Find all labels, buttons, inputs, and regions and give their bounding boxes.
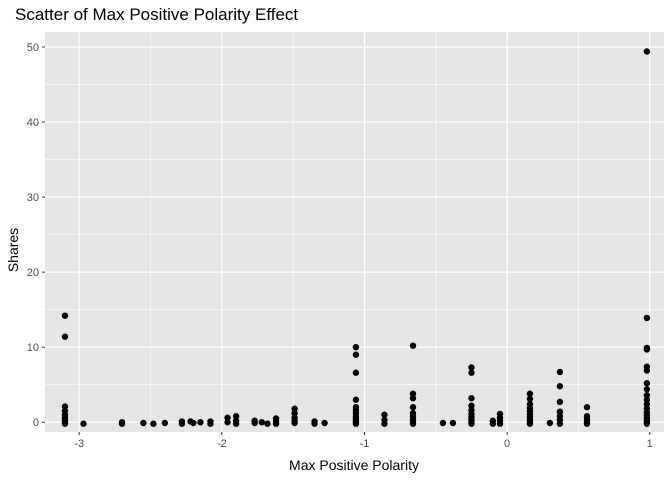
plot-panel bbox=[45, 32, 664, 432]
data-point bbox=[352, 420, 360, 427]
y-tick-label: 50 bbox=[27, 42, 39, 54]
data-point bbox=[251, 419, 258, 427]
data-point bbox=[526, 390, 534, 397]
data-point bbox=[643, 314, 651, 322]
data-point bbox=[556, 398, 564, 406]
data-point bbox=[643, 420, 651, 427]
data-point bbox=[546, 419, 554, 427]
data-point bbox=[197, 419, 204, 426]
data-point bbox=[80, 420, 87, 427]
data-point bbox=[643, 401, 651, 408]
data-point bbox=[118, 420, 126, 427]
data-point bbox=[643, 392, 651, 399]
data-point bbox=[352, 369, 360, 376]
x-tick-label: -1 bbox=[360, 438, 370, 450]
data-point bbox=[61, 403, 69, 410]
data-point bbox=[352, 396, 360, 403]
minor-gridlines bbox=[45, 32, 664, 432]
y-tick-label: 40 bbox=[27, 117, 39, 129]
data-point bbox=[409, 420, 417, 427]
data-point bbox=[643, 346, 651, 353]
data-point bbox=[526, 395, 534, 403]
data-point bbox=[321, 419, 328, 427]
data-point bbox=[496, 420, 504, 427]
data-point bbox=[449, 419, 457, 427]
data-point bbox=[224, 414, 231, 421]
data-point bbox=[468, 369, 475, 376]
data-point bbox=[643, 367, 651, 374]
data-point bbox=[556, 383, 564, 390]
data-point bbox=[61, 333, 69, 340]
chart-title: Scatter of Max Positive Polarity Effect bbox=[15, 5, 298, 24]
data-point bbox=[61, 312, 69, 319]
data-point bbox=[409, 342, 417, 349]
data-point bbox=[150, 420, 157, 427]
data-point bbox=[352, 351, 360, 358]
x-tick-label: 1 bbox=[647, 438, 653, 450]
data-point bbox=[190, 419, 197, 427]
data-point bbox=[61, 420, 69, 427]
data-point bbox=[140, 419, 147, 427]
x-axis-ticks: -3 -2 -1 0 1 bbox=[74, 432, 653, 450]
data-point bbox=[583, 420, 591, 427]
data-point bbox=[352, 343, 360, 351]
data-point bbox=[643, 386, 651, 393]
x-tick-label: 0 bbox=[504, 438, 510, 450]
y-axis-ticks: 0 10 20 30 40 50 bbox=[27, 42, 45, 429]
data-points bbox=[61, 48, 651, 427]
x-axis-title: Max Positive Polarity bbox=[289, 457, 419, 473]
data-point bbox=[232, 420, 240, 427]
data-point bbox=[291, 419, 298, 427]
data-point bbox=[643, 48, 651, 55]
data-point bbox=[583, 404, 591, 411]
data-point bbox=[264, 420, 271, 427]
x-tick-label: -2 bbox=[217, 438, 227, 450]
data-point bbox=[556, 420, 564, 427]
y-axis-title: Shares bbox=[5, 228, 21, 272]
data-point bbox=[291, 410, 298, 417]
data-point bbox=[381, 420, 388, 427]
data-point bbox=[258, 419, 265, 426]
data-point bbox=[468, 420, 475, 427]
data-point bbox=[439, 419, 447, 427]
data-point bbox=[643, 396, 651, 403]
y-tick-label: 20 bbox=[27, 267, 39, 279]
data-point bbox=[311, 420, 318, 427]
data-point bbox=[272, 420, 280, 427]
data-point bbox=[556, 368, 564, 376]
data-point bbox=[468, 395, 475, 402]
data-point bbox=[161, 419, 169, 427]
data-point bbox=[556, 408, 564, 415]
x-tick-label: -3 bbox=[74, 438, 84, 450]
data-point bbox=[224, 419, 231, 426]
data-point bbox=[291, 405, 298, 412]
data-point bbox=[381, 411, 388, 418]
data-point bbox=[409, 395, 417, 402]
y-tick-label: 10 bbox=[27, 342, 39, 354]
data-point bbox=[643, 380, 651, 387]
data-point bbox=[409, 404, 417, 411]
data-point bbox=[232, 413, 240, 420]
data-point bbox=[468, 364, 475, 371]
data-point bbox=[468, 402, 475, 409]
data-point bbox=[489, 420, 497, 427]
y-tick-label: 30 bbox=[27, 192, 39, 204]
data-point bbox=[409, 390, 417, 397]
data-point bbox=[207, 420, 214, 427]
data-point bbox=[526, 420, 534, 427]
y-tick-label: 0 bbox=[33, 417, 39, 429]
data-point bbox=[178, 420, 186, 427]
